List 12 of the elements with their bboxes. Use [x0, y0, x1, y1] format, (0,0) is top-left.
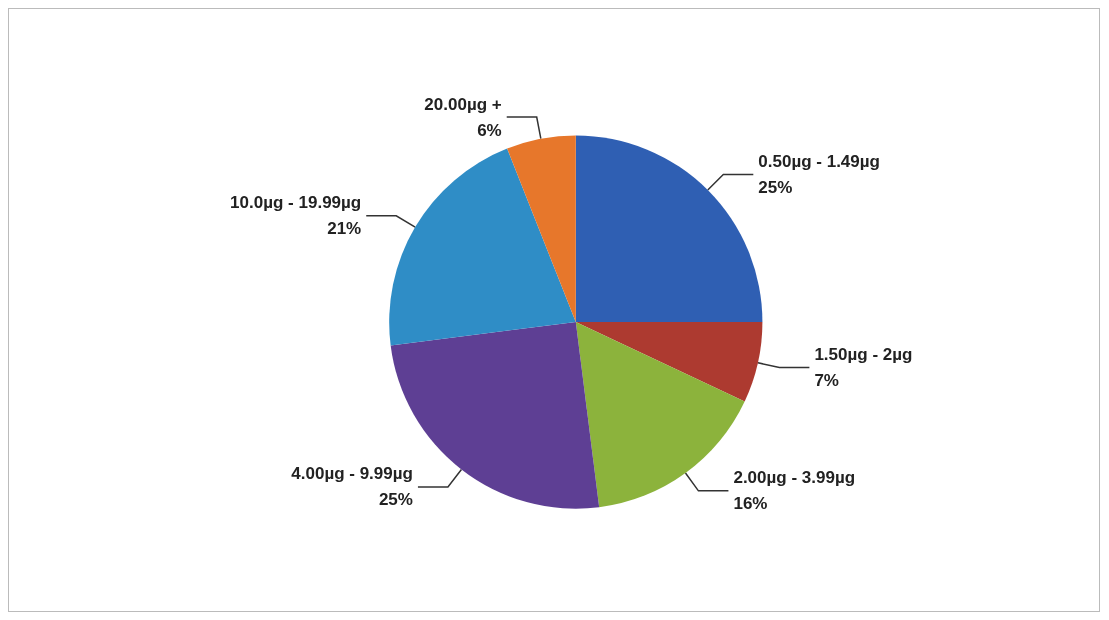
data-label: 6% [477, 120, 502, 140]
data-label: 25% [758, 178, 793, 198]
slice-label: 0.50µg - 1.49µg [758, 152, 880, 172]
slice-label: 10.0µg - 19.99µg [230, 193, 362, 213]
data-label: 16% [733, 494, 768, 514]
data-label: 7% [814, 371, 839, 391]
slice-label: 2.00µg - 3.99µg [733, 468, 856, 488]
slice-label: 1.50µg - 2µg [814, 345, 913, 365]
data-label: 21% [327, 219, 362, 239]
slice-label: 20.00µg + [424, 94, 502, 114]
data-label: 25% [378, 490, 413, 510]
slice-label: 4.00µg - 9.99µg [291, 464, 413, 484]
